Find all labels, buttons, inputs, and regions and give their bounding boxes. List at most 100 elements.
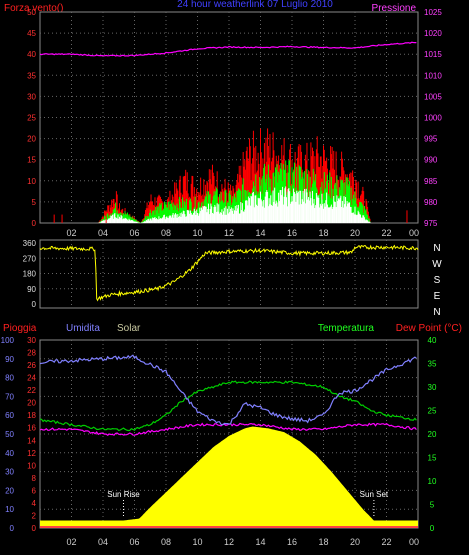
rain-tick-label: 28 <box>27 349 36 358</box>
pressure-tick-label: 1010 <box>424 71 442 80</box>
x-tick-label: 00 <box>409 537 419 547</box>
compass-label: S <box>434 275 441 286</box>
temperature-tick-label: 40 <box>428 336 437 345</box>
wind-tick-label: 20 <box>27 135 36 144</box>
rain-tick-label: 10 <box>27 461 36 470</box>
wind-tick-label: 10 <box>27 177 36 186</box>
rain-tick-label: 12 <box>27 449 36 458</box>
dew-point-line <box>39 422 417 436</box>
wind-tick-label: 25 <box>27 114 36 123</box>
wind-direction-series <box>39 244 419 302</box>
rain-tick-label: 20 <box>27 399 36 408</box>
humidity-tick-label: 100 <box>1 336 15 345</box>
wind-pressure-x-ticks: 02 04 06 08 10 12 14 16 18 20 22 00 <box>66 228 419 238</box>
rain-tick-label: 18 <box>27 411 36 420</box>
x-tick-label: 12 <box>224 537 234 547</box>
temperature-line <box>39 380 417 432</box>
x-tick-label: 10 <box>192 537 202 547</box>
climate-legend: Pioggia Umidita Solar Temperatura Dew Point … <box>3 323 462 334</box>
x-tick-label: 04 <box>98 228 108 238</box>
humidity-tick-label: 20 <box>5 486 14 495</box>
x-tick-label: 18 <box>318 537 328 547</box>
sun-rise-label: Sun Rise <box>107 490 140 499</box>
wind-tick-label: 45 <box>27 29 36 38</box>
rain-tick-label: 0 <box>32 524 37 533</box>
legend-label: Solar <box>117 323 141 334</box>
pressure-tick-label: 995 <box>424 135 438 144</box>
rain-tick-label: 24 <box>27 374 36 383</box>
climate-chart: Pioggia Umidita Solar Temperatura Dew Point … <box>1 323 462 547</box>
sun-annotations: Sun Rise Sun Set <box>107 490 389 518</box>
rain-tick-label: 26 <box>27 361 36 370</box>
x-tick-label: 04 <box>98 537 108 547</box>
x-tick-label: 14 <box>255 228 265 238</box>
wind-pressure-chart: 24 hour weatherlink 07 Luglio 2010 Forza… <box>4 0 442 238</box>
sun-set-label: Sun Set <box>360 490 389 499</box>
humidity-tick-label: 60 <box>5 411 14 420</box>
wind-tick-label: 30 <box>27 92 36 101</box>
wind-direction-grid <box>40 240 418 308</box>
solar-area <box>40 426 418 528</box>
rain-tick-label: 30 <box>27 336 36 345</box>
wind-tick-label: 15 <box>27 156 36 165</box>
x-tick-label: 06 <box>129 228 139 238</box>
pressure-tick-label: 990 <box>424 156 438 165</box>
compass-label: N <box>433 307 440 318</box>
compass-label: W <box>432 259 442 270</box>
humidity-line <box>39 354 417 426</box>
pressure-tick-label: 1020 <box>424 29 442 38</box>
wind-axis-label: Forza vento() <box>4 3 63 14</box>
humidity-tick-label: 30 <box>5 468 14 477</box>
x-tick-label: 08 <box>161 537 171 547</box>
legend-label: Umidita <box>66 323 100 334</box>
pressure-tick-label: 980 <box>424 198 438 207</box>
x-tick-label: 22 <box>381 537 391 547</box>
x-tick-label: 16 <box>287 228 297 238</box>
temperature-axis-ticks: 40 35 30 25 20 15 10 5 0 <box>428 336 437 533</box>
pressure-tick-label: 1025 <box>424 8 442 17</box>
temperature-tick-label: 30 <box>428 383 437 392</box>
humidity-tick-label: 90 <box>5 355 14 364</box>
rain-tick-label: 6 <box>32 486 37 495</box>
wind-tick-label: 5 <box>32 198 37 207</box>
pressure-axis-label: Pressione <box>372 3 417 14</box>
temperature-tick-label: 35 <box>428 360 437 369</box>
rain-tick-label: 16 <box>27 424 36 433</box>
x-tick-label: 16 <box>287 537 297 547</box>
x-tick-label: 02 <box>66 537 76 547</box>
x-tick-label: 18 <box>318 228 328 238</box>
wind-pressure-series <box>39 41 417 223</box>
rain-tick-label: 2 <box>32 511 37 520</box>
x-tick-label: 20 <box>350 228 360 238</box>
temperature-tick-label: 25 <box>428 407 437 416</box>
direction-tick-label: 360 <box>23 239 37 248</box>
rain-tick-label: 4 <box>32 499 37 508</box>
humidity-tick-label: 0 <box>10 524 15 533</box>
humidity-tick-label: 70 <box>5 392 14 401</box>
chart-title: 24 hour weatherlink 07 Luglio 2010 <box>177 0 333 10</box>
x-tick-label: 06 <box>129 537 139 547</box>
temperature-tick-label: 20 <box>428 430 437 439</box>
pressure-tick-label: 1000 <box>424 114 442 123</box>
humidity-tick-label: 10 <box>5 505 14 514</box>
wind-tick-label: 40 <box>27 50 36 59</box>
x-tick-label: 12 <box>224 228 234 238</box>
x-tick-label: 14 <box>255 537 265 547</box>
pressure-tick-label: 975 <box>424 219 438 228</box>
x-tick-label: 08 <box>161 228 171 238</box>
direction-tick-label: 270 <box>23 254 37 263</box>
direction-tick-label: 90 <box>27 285 36 294</box>
x-tick-label: 02 <box>66 228 76 238</box>
legend-label: Temperatura <box>318 323 375 334</box>
rain-tick-label: 22 <box>27 386 36 395</box>
climate-series <box>39 354 418 528</box>
temperature-tick-label: 5 <box>430 501 435 510</box>
x-tick-label: 22 <box>381 228 391 238</box>
pressure-tick-label: 1015 <box>424 50 442 59</box>
